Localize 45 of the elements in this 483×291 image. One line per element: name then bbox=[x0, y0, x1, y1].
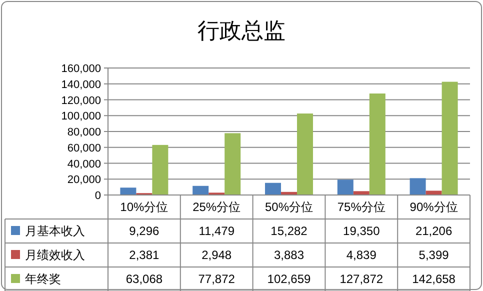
bar bbox=[337, 180, 354, 195]
chart-title: 行政总监 bbox=[198, 18, 286, 43]
bar bbox=[426, 190, 442, 195]
data-label: 3,883 bbox=[274, 248, 304, 262]
data-label: 19,350 bbox=[343, 224, 380, 238]
bar bbox=[120, 188, 136, 195]
bar bbox=[297, 114, 313, 195]
bar bbox=[265, 182, 281, 195]
data-label: 21,206 bbox=[415, 224, 452, 238]
y-tick-label: 80,000 bbox=[67, 126, 101, 138]
bar bbox=[353, 191, 370, 195]
data-label: 102,659 bbox=[267, 272, 312, 286]
y-tick-label: 0 bbox=[94, 190, 101, 202]
y-tick-label: 100,000 bbox=[61, 110, 101, 123]
data-label: 142,658 bbox=[412, 272, 456, 286]
bar bbox=[152, 144, 168, 195]
legend-label: 年终奖 bbox=[25, 272, 61, 286]
legend-label: 月绩效收入 bbox=[25, 248, 85, 262]
y-tick-label: 60,000 bbox=[67, 142, 101, 154]
data-label: 11,479 bbox=[198, 224, 235, 238]
data-label: 2,948 bbox=[202, 248, 232, 262]
bar bbox=[369, 94, 386, 195]
bar bbox=[224, 133, 241, 195]
x-tick-label: 10%分位 bbox=[120, 200, 168, 214]
data-label: 15,282 bbox=[270, 224, 308, 238]
x-tick-label: 50%分位 bbox=[264, 200, 314, 214]
y-tick-label: 40,000 bbox=[67, 158, 101, 170]
x-tick-label: 25%分位 bbox=[192, 200, 241, 214]
y-tick-label: 120,000 bbox=[61, 94, 101, 107]
x-tick-label: 75%分位 bbox=[337, 200, 386, 214]
x-tick-label: 90%分位 bbox=[410, 200, 458, 214]
data-label: 4,839 bbox=[346, 248, 377, 262]
data-label: 9,296 bbox=[129, 224, 160, 238]
data-label: 127,872 bbox=[340, 272, 384, 286]
bar bbox=[410, 178, 426, 195]
y-tick-label: 160,000 bbox=[61, 63, 101, 75]
data-label: 5,399 bbox=[418, 248, 450, 262]
y-tick-label: 140,000 bbox=[61, 78, 101, 91]
bar bbox=[442, 82, 458, 195]
y-tick-label: 20,000 bbox=[67, 174, 101, 186]
legend-label: 月基本收入 bbox=[25, 224, 85, 238]
data-label: 2,381 bbox=[129, 248, 160, 262]
data-label: 77,872 bbox=[198, 272, 236, 286]
data-label: 63,068 bbox=[126, 272, 163, 286]
bar bbox=[192, 186, 209, 195]
